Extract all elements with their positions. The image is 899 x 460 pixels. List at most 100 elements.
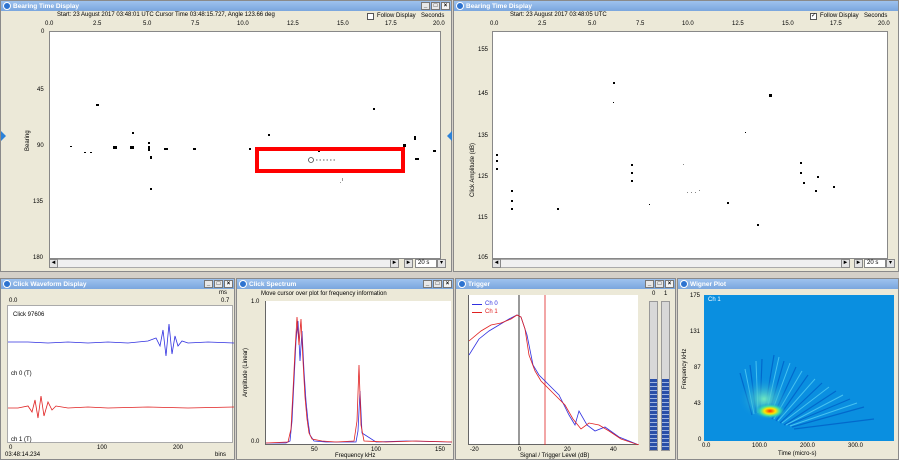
waveform-titlebar[interactable]: Click Waveform Display — [1, 279, 234, 289]
spectrum-plot[interactable] — [265, 301, 453, 445]
time-start-label: 0.0 — [9, 298, 18, 304]
x-tick: 5.0 — [588, 21, 597, 27]
app-icon — [3, 280, 11, 288]
y-tick: 0 — [698, 437, 702, 443]
maximize-button[interactable]: □ — [655, 280, 664, 288]
zoom-dropdown-icon[interactable]: ▾ — [886, 259, 895, 268]
x-tick: -20 — [470, 447, 479, 453]
close-button[interactable]: × — [443, 280, 452, 288]
maximize-button[interactable]: □ — [433, 280, 442, 288]
x-tick: 7.5 — [636, 21, 645, 27]
click-spectrum-window: Click Spectrum _ □ × Move cursor over pl… — [236, 278, 454, 460]
bearing-plot[interactable] — [49, 31, 441, 259]
level-meter-fill — [662, 378, 669, 450]
minimize-button[interactable]: _ — [645, 280, 654, 288]
click-waveform-window: Click Waveform Display _ □ × ms 0.0 0.7 … — [0, 278, 235, 460]
minimize-button[interactable]: _ — [421, 2, 430, 10]
amplitude-titlebar[interactable]: Bearing Time Display — [454, 1, 898, 11]
trigger-window: Trigger _ □ × Ch 0 Ch 1 0 1 -20 0 20 40 … — [455, 278, 676, 460]
x-tick: 15.0 — [337, 21, 349, 27]
x-tick: 300.0 — [848, 443, 864, 449]
minimize-button[interactable]: _ — [423, 280, 432, 288]
app-icon — [239, 280, 247, 288]
follow-display-checkbox[interactable] — [367, 13, 374, 20]
minimize-button[interactable]: _ — [204, 280, 213, 288]
ch0-label: ch 0 (T) — [11, 371, 32, 377]
x-tick: 17.5 — [830, 21, 842, 27]
wigner-titlebar[interactable]: Wigner Plot — [678, 279, 898, 289]
spectrum-title: Click Spectrum — [249, 280, 297, 288]
wigner-plot[interactable] — [704, 295, 894, 441]
amplitude-scrollbar[interactable]: ◄ ► — [492, 259, 850, 268]
window-controls: _ □ × — [204, 280, 233, 288]
side-expand-right-icon[interactable] — [447, 131, 452, 141]
side-expand-left-icon[interactable] — [1, 131, 6, 141]
trigger-titlebar[interactable]: Trigger — [456, 279, 675, 289]
y-tick: 43 — [694, 401, 701, 407]
amplitude-scatter — [496, 82, 835, 226]
follow-display-label: Follow Display — [820, 13, 859, 19]
x-tick: 150 — [435, 447, 446, 453]
x-tick: 7.5 — [191, 21, 200, 27]
bearing-info: Start: 23 August 2017 03:48:01 UTC Curso… — [57, 12, 275, 18]
amplitude-plot[interactable] — [492, 31, 888, 259]
meter-label-0: 0 — [652, 291, 656, 297]
maximize-button[interactable]: □ — [431, 2, 440, 10]
seconds-label: Seconds — [421, 13, 445, 19]
y-tick: 90 — [37, 143, 44, 149]
app-icon — [458, 280, 466, 288]
wigner-window: Wigner Plot 175 131 87 43 0 Frequency kH… — [677, 278, 899, 460]
amplitude-zoom-select[interactable]: 20 s — [864, 259, 886, 268]
trigger-title: Trigger — [468, 280, 491, 288]
scroll-right-icon[interactable]: ► — [390, 259, 399, 268]
scroll-left-icon[interactable]: ◄ — [49, 259, 58, 268]
ms-label: ms — [219, 290, 227, 296]
x-tick: 15.0 — [782, 21, 794, 27]
trigger-plot[interactable] — [468, 295, 640, 446]
window-controls: _ □ × — [423, 280, 452, 288]
x-tick: 200.0 — [800, 443, 816, 449]
y-axis-label: Click Amplitude (dB) — [470, 142, 476, 197]
bearing-time-window: Bearing Time Display _ □ × Start: 23 Aug… — [0, 0, 452, 272]
scroll-right-icon[interactable]: ► — [841, 259, 850, 268]
channel-label: Ch 1 — [708, 297, 721, 303]
y-tick: 105 — [478, 255, 489, 261]
x-tick: 12.5 — [732, 21, 744, 27]
y-tick: 135 — [33, 199, 44, 205]
maximize-button[interactable]: □ — [214, 280, 223, 288]
x-tick: 2.5 — [538, 21, 547, 27]
x-tick: 10.0 — [682, 21, 694, 27]
zoom-dropdown-icon[interactable]: ▾ — [437, 259, 446, 268]
window-controls: _ □ × — [421, 2, 450, 10]
y-tick: 145 — [478, 91, 489, 97]
y-tick: 115 — [478, 215, 488, 221]
bearing-titlebar[interactable]: Bearing Time Display — [1, 1, 451, 11]
close-button[interactable]: × — [665, 280, 674, 288]
x-tick: 200 — [173, 445, 184, 451]
close-button[interactable]: × — [441, 2, 450, 10]
x-tick: 50 — [311, 447, 318, 453]
legend-ch1: Ch 1 — [485, 309, 498, 315]
close-button[interactable]: × — [224, 280, 233, 288]
x-tick: 17.5 — [385, 21, 397, 27]
time-end-label: 0.7 — [221, 298, 230, 304]
wigner-title: Wigner Plot — [690, 280, 727, 288]
x-tick: 12.5 — [287, 21, 299, 27]
spectrum-titlebar[interactable]: Click Spectrum — [237, 279, 453, 289]
bins-label: bins — [215, 452, 227, 458]
x-axis-label: Frequency kHz — [335, 453, 376, 459]
click-id-label: Click 97606 — [13, 312, 45, 318]
bearing-zoom-select[interactable]: 20 s — [415, 259, 437, 268]
scroll-left-icon[interactable]: ◄ — [492, 259, 501, 268]
bearing-scrollbar[interactable]: ◄ ► — [49, 259, 399, 268]
x-axis-label: Signal / Trigger Level (dB) — [520, 453, 590, 459]
waveform-plot[interactable] — [7, 305, 235, 443]
y-tick: 125 — [478, 174, 489, 180]
y-axis-label: Bearing — [25, 130, 31, 151]
scroll-end-icon[interactable]: ► — [854, 259, 863, 268]
spectrum-traces — [265, 316, 453, 444]
scroll-end-icon[interactable]: ► — [404, 259, 413, 268]
follow-display-label: Follow Display — [377, 13, 416, 19]
follow-display-checkbox[interactable]: ✓ — [810, 13, 817, 20]
y-tick: 87 — [694, 365, 701, 371]
